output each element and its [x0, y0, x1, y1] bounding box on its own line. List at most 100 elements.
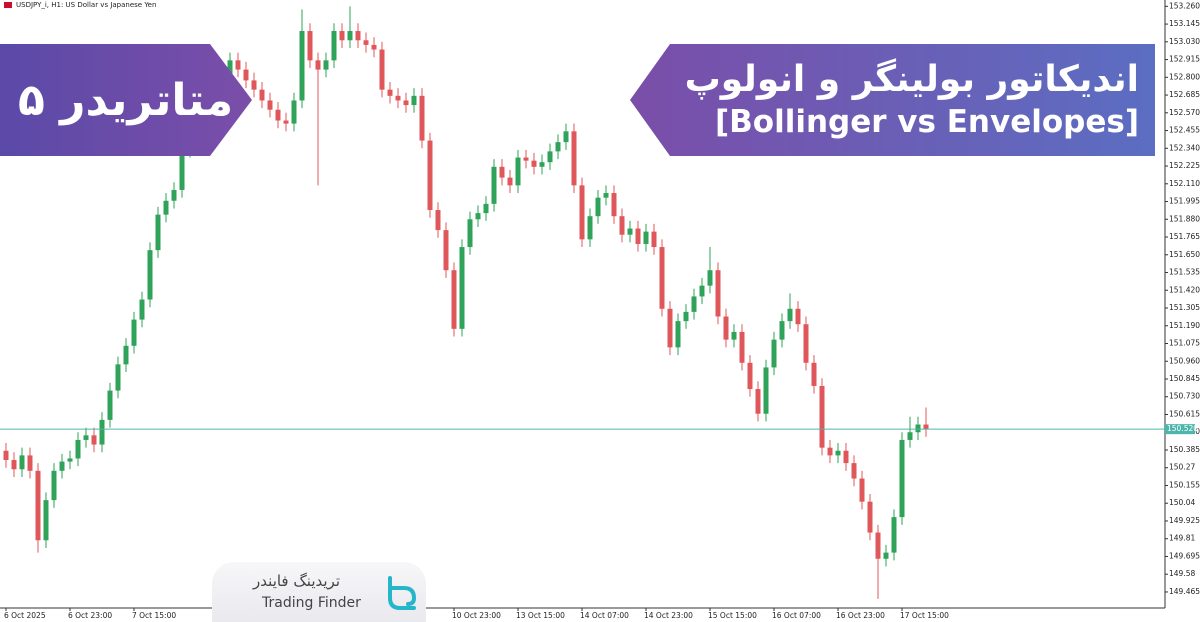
- candle-body: [307, 31, 313, 61]
- candle-body: [43, 500, 49, 541]
- candle-body: [491, 166, 497, 204]
- candle-body: [299, 31, 305, 101]
- candle-body: [643, 231, 649, 244]
- y-tick-label: 151.765: [1169, 232, 1200, 241]
- candle-body: [11, 460, 17, 470]
- y-tick-label: 151.420: [1169, 285, 1200, 294]
- candle-body: [787, 308, 793, 322]
- candle-body: [619, 216, 625, 235]
- price-label: 150.520: [1167, 424, 1198, 433]
- candle-body: [723, 316, 729, 340]
- candle-body: [3, 450, 9, 461]
- y-tick-label: 149.465: [1169, 587, 1200, 596]
- symbol-icon: [4, 2, 12, 8]
- candle-body: [339, 31, 345, 41]
- y-tick-label: 152.110: [1169, 179, 1200, 188]
- x-tick-label: 14 Oct 07:00: [580, 611, 629, 620]
- candle-body: [715, 270, 721, 317]
- y-tick-label: 152.340: [1169, 143, 1200, 152]
- banner-text: متاتریدر ۵: [18, 74, 234, 126]
- logo-fa: تریدینگ فایندر: [253, 572, 340, 590]
- candle-body: [67, 458, 73, 462]
- candle-body: [851, 463, 857, 479]
- candle-body: [163, 200, 169, 215]
- y-tick-label: 151.075: [1169, 339, 1200, 348]
- y-tick-label: 150.27: [1169, 463, 1195, 472]
- candle-body: [587, 216, 593, 240]
- candle-body: [755, 389, 761, 414]
- price-label-box: [1165, 424, 1195, 435]
- candle-body: [707, 270, 713, 286]
- candle-body: [323, 60, 329, 70]
- candle-body: [291, 100, 297, 124]
- candle-body: [19, 455, 25, 470]
- candle-body: [651, 231, 657, 248]
- candle-body: [667, 308, 673, 348]
- candle-body: [499, 166, 505, 178]
- candle-body: [843, 450, 849, 464]
- left-banner: متاتریدر ۵: [0, 44, 252, 156]
- y-tick-label: 151.650: [1169, 250, 1200, 259]
- candle-body: [155, 214, 161, 251]
- candle-body: [387, 89, 393, 96]
- candle-body: [923, 424, 929, 430]
- candle-body: [627, 228, 633, 235]
- candle-body: [507, 177, 513, 186]
- candle-body: [539, 162, 545, 167]
- y-tick-label: 149.925: [1169, 516, 1200, 525]
- candle-body: [171, 189, 177, 201]
- candle-body: [475, 213, 481, 220]
- candle-body: [35, 470, 41, 541]
- y-tick-label: 149.58: [1169, 569, 1195, 578]
- candle-body: [371, 44, 377, 50]
- y-tick-label: 150.845: [1169, 374, 1200, 383]
- candle-body: [747, 362, 753, 390]
- candle-body: [283, 120, 289, 124]
- candle-body: [91, 435, 97, 445]
- candle-body: [115, 364, 121, 391]
- y-tick-label: 150.155: [1169, 480, 1200, 489]
- candle-body: [147, 250, 153, 300]
- candle-body: [555, 142, 561, 152]
- y-tick-label: 152.915: [1169, 55, 1200, 64]
- candle-body: [483, 203, 489, 214]
- candle-body: [531, 160, 537, 167]
- candle-body: [915, 424, 921, 433]
- x-tick-label: 6 Oct 23:00: [68, 611, 112, 620]
- candle-body: [867, 501, 873, 533]
- candle-body: [27, 455, 33, 471]
- y-tick-label: 152.800: [1169, 72, 1200, 81]
- x-tick-label: 14 Oct 23:00: [644, 611, 693, 620]
- chart-title: USDJPY_i, H1: US Dollar vs Japanese Yen: [16, 1, 156, 9]
- candle-body: [563, 131, 569, 143]
- y-tick-label: 150.615: [1169, 409, 1200, 418]
- y-tick-label: 151.880: [1169, 214, 1200, 223]
- candle-body: [435, 210, 441, 231]
- candle-body: [107, 390, 113, 420]
- candle-body: [459, 247, 465, 329]
- x-tick-label: 6 Oct 2025: [4, 611, 46, 620]
- y-tick-label: 152.570: [1169, 108, 1200, 117]
- y-tick-label: 149.81: [1169, 534, 1195, 543]
- candle-body: [771, 339, 777, 368]
- candle-body: [603, 193, 609, 198]
- candle-body: [699, 285, 705, 297]
- candle-body: [611, 193, 617, 217]
- x-tick-label: 13 Oct 15:00: [516, 611, 565, 620]
- candle-body: [379, 49, 385, 90]
- y-tick-label: 149.695: [1169, 551, 1200, 560]
- candle-body: [83, 435, 89, 440]
- candle-body: [259, 89, 265, 101]
- logo-icon: [388, 576, 417, 610]
- candle-body: [739, 331, 745, 363]
- candle-body: [251, 80, 257, 90]
- candle-body: [131, 319, 137, 346]
- banner-subtitle: [Bollinger vs Envelopes]: [714, 104, 1139, 140]
- candle-body: [691, 296, 697, 312]
- candle-body: [51, 470, 57, 501]
- candle-body: [875, 532, 881, 559]
- y-tick-label: 151.305: [1169, 303, 1200, 312]
- candle-body: [515, 157, 521, 186]
- candle-body: [347, 31, 353, 41]
- right-banner: اندیکاتور بولینگر و انولوپ [Bollinger vs…: [630, 44, 1155, 156]
